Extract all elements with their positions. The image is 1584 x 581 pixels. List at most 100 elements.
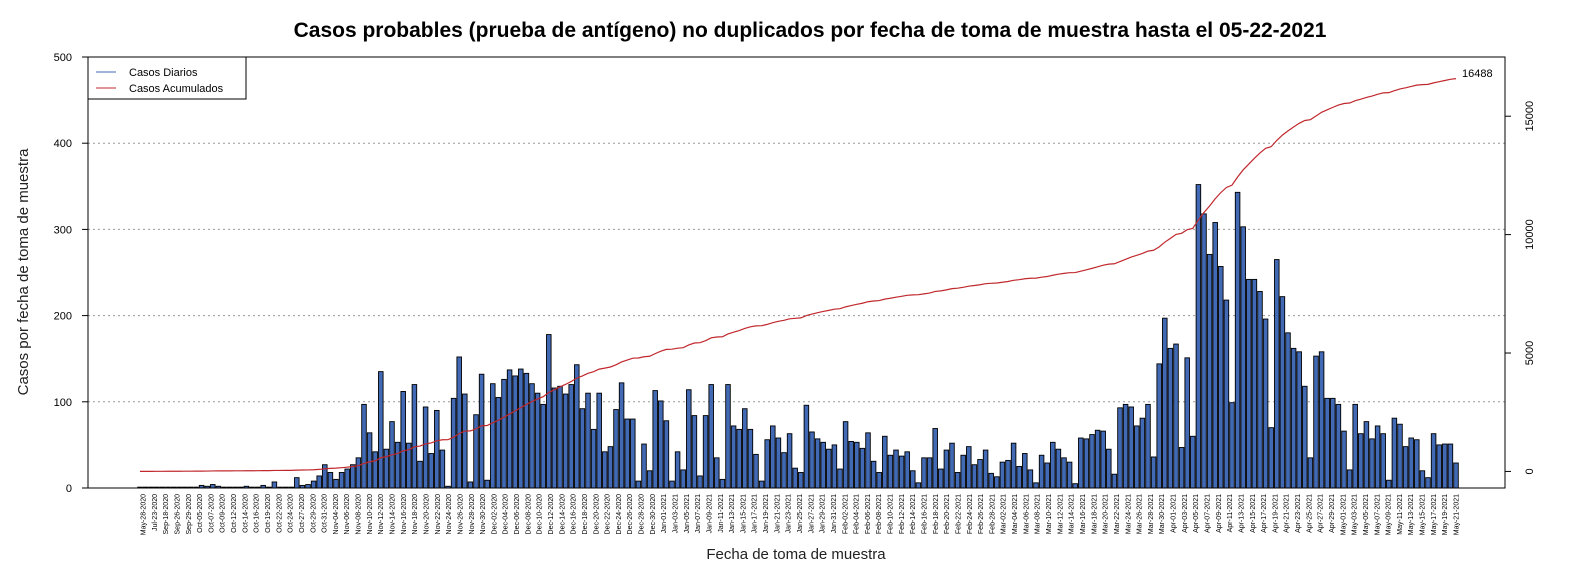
bar [820,441,826,489]
bar [1262,318,1269,489]
x-tick-label: Apr-29-2021 [1329,494,1336,533]
bar [1027,469,1034,489]
x-tick-label: Mar-08-2021 [1035,494,1042,534]
bar [411,384,418,489]
bar [882,435,888,489]
x-tick-label: Dec-22-2020 [605,494,612,535]
bar [1330,397,1336,489]
x-tick-label: Feb-16-2021 [922,494,929,534]
bar [422,406,429,489]
x-tick-label: Nov-20-2020 [423,494,430,535]
bar [478,373,485,489]
bar [898,455,905,489]
legend: Casos Diarios Casos Acumulados [87,56,247,100]
bar [1363,421,1370,489]
bar [1251,278,1258,489]
bar [484,479,490,489]
bar [702,415,709,489]
bar [1307,457,1314,489]
bar [1044,462,1050,489]
x-tick-label: Apr-23-2021 [1295,494,1302,533]
bar [982,449,989,489]
x-tick-label: Nov-18-2020 [412,494,419,535]
bar [1386,479,1392,489]
bar [338,472,345,489]
bar [730,425,737,489]
bar [1268,427,1274,489]
bar [305,484,311,489]
bar [904,451,910,489]
x-tick-label: Oct-07-2020 [208,494,215,533]
bar [1184,357,1190,489]
x-tick-label: Oct-24-2020 [288,494,295,533]
bar [753,453,759,489]
bar [1145,403,1151,489]
bar [1061,457,1067,489]
bar [1302,385,1308,489]
x-tick-label: Nov-10-2020 [367,494,374,535]
x-tick-label: Oct-31-2020 [322,494,329,533]
bar [865,432,871,489]
bar [1156,363,1162,489]
bar [1083,438,1090,489]
x-tick-label: Jan-05-2021 [684,494,691,533]
y2-tick-label: 0 [1524,468,1536,474]
bar [602,451,608,489]
bar [1190,435,1196,489]
bar [456,356,462,489]
bar [417,460,423,489]
bar [1447,443,1454,489]
bar [999,461,1006,489]
x-tick-label: Oct-12-2020 [231,494,238,533]
x-tick-label: Nov-30-2020 [480,494,487,535]
x-tick-label: Feb-24-2021 [967,494,974,534]
bar [271,481,278,489]
bar [1050,441,1056,489]
x-tick-label: Dec-16-2020 [571,494,578,535]
bar [490,383,496,489]
x-tick-label: Feb-02-2021 [842,494,849,534]
x-tick-label: Dec-14-2020 [559,494,566,535]
bar [938,468,944,489]
x-tick-label: Sep-29-2020 [186,494,193,535]
y-axis-label: Casos por fecha de toma de muestra [15,148,32,395]
x-tick-label: Nov-22-2020 [435,494,442,535]
y-tick-label: 400 [54,138,72,150]
x-tick-label: Dec-18-2020 [582,494,589,535]
bar [926,457,933,489]
x-tick-label: Nov-28-2020 [469,494,476,535]
bar [450,397,457,489]
x-tick-label: Apr-27-2021 [1318,494,1325,533]
bar [400,391,406,489]
x-tick-label: Apr-05-2021 [1193,494,1200,533]
bar [1134,425,1140,489]
x-tick-label: Feb-14-2021 [910,494,917,534]
bar [618,382,625,489]
x-tick-label: Jan-07-2021 [695,494,702,533]
bar [921,457,927,489]
bar [501,378,507,489]
x-tick-label: Jan-29-2021 [820,494,827,533]
bar [1380,433,1386,489]
bar [1324,397,1330,489]
x-tick-label: May-13-2021 [1408,494,1415,535]
bar [859,447,866,489]
bar [814,438,821,489]
x-tick-label: May-09-2021 [1386,494,1393,535]
bar [596,392,602,489]
bar [1296,351,1302,489]
bar [736,428,742,489]
bar [378,371,384,489]
cumulative-end-label: 16488 [1462,68,1493,80]
bar [1173,343,1179,489]
bar [719,478,726,489]
bar [915,482,922,489]
bar [1094,429,1101,489]
bar [333,478,339,489]
bar [1117,407,1123,489]
bar [1066,461,1073,489]
bar [1128,406,1134,489]
bars-group [137,184,1459,489]
bar [1218,266,1224,489]
bar [714,457,720,489]
